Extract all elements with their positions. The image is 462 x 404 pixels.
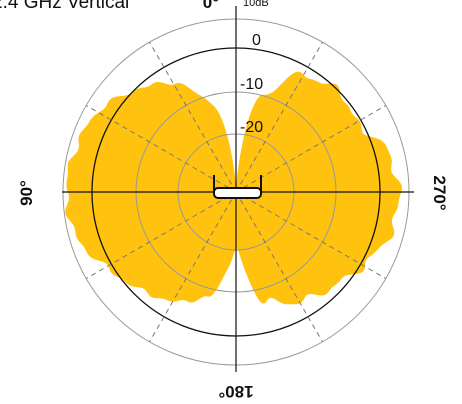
spoke-210 bbox=[235, 191, 323, 343]
angle-label-top: 0° bbox=[203, 0, 219, 12]
angle-label-bottom: 180° bbox=[218, 382, 253, 401]
angle-label-left: 90° bbox=[17, 180, 36, 206]
antenna-icon bbox=[213, 175, 262, 199]
ring-label-minus-20: -20 bbox=[240, 119, 263, 136]
scale-label: 10dB bbox=[243, 0, 269, 9]
spoke-240 bbox=[235, 191, 387, 279]
chart-title: 2.4 GHz Vertical bbox=[0, 0, 129, 13]
angle-label-right: 270° bbox=[430, 175, 449, 210]
spoke-120 bbox=[85, 191, 237, 279]
spoke-150 bbox=[149, 191, 237, 343]
spoke-30 bbox=[149, 41, 237, 193]
spoke-330 bbox=[235, 41, 323, 193]
spoke-60 bbox=[85, 105, 237, 193]
ring-label-0: 0 bbox=[252, 32, 261, 49]
ring-label-minus-10: -10 bbox=[240, 76, 263, 93]
